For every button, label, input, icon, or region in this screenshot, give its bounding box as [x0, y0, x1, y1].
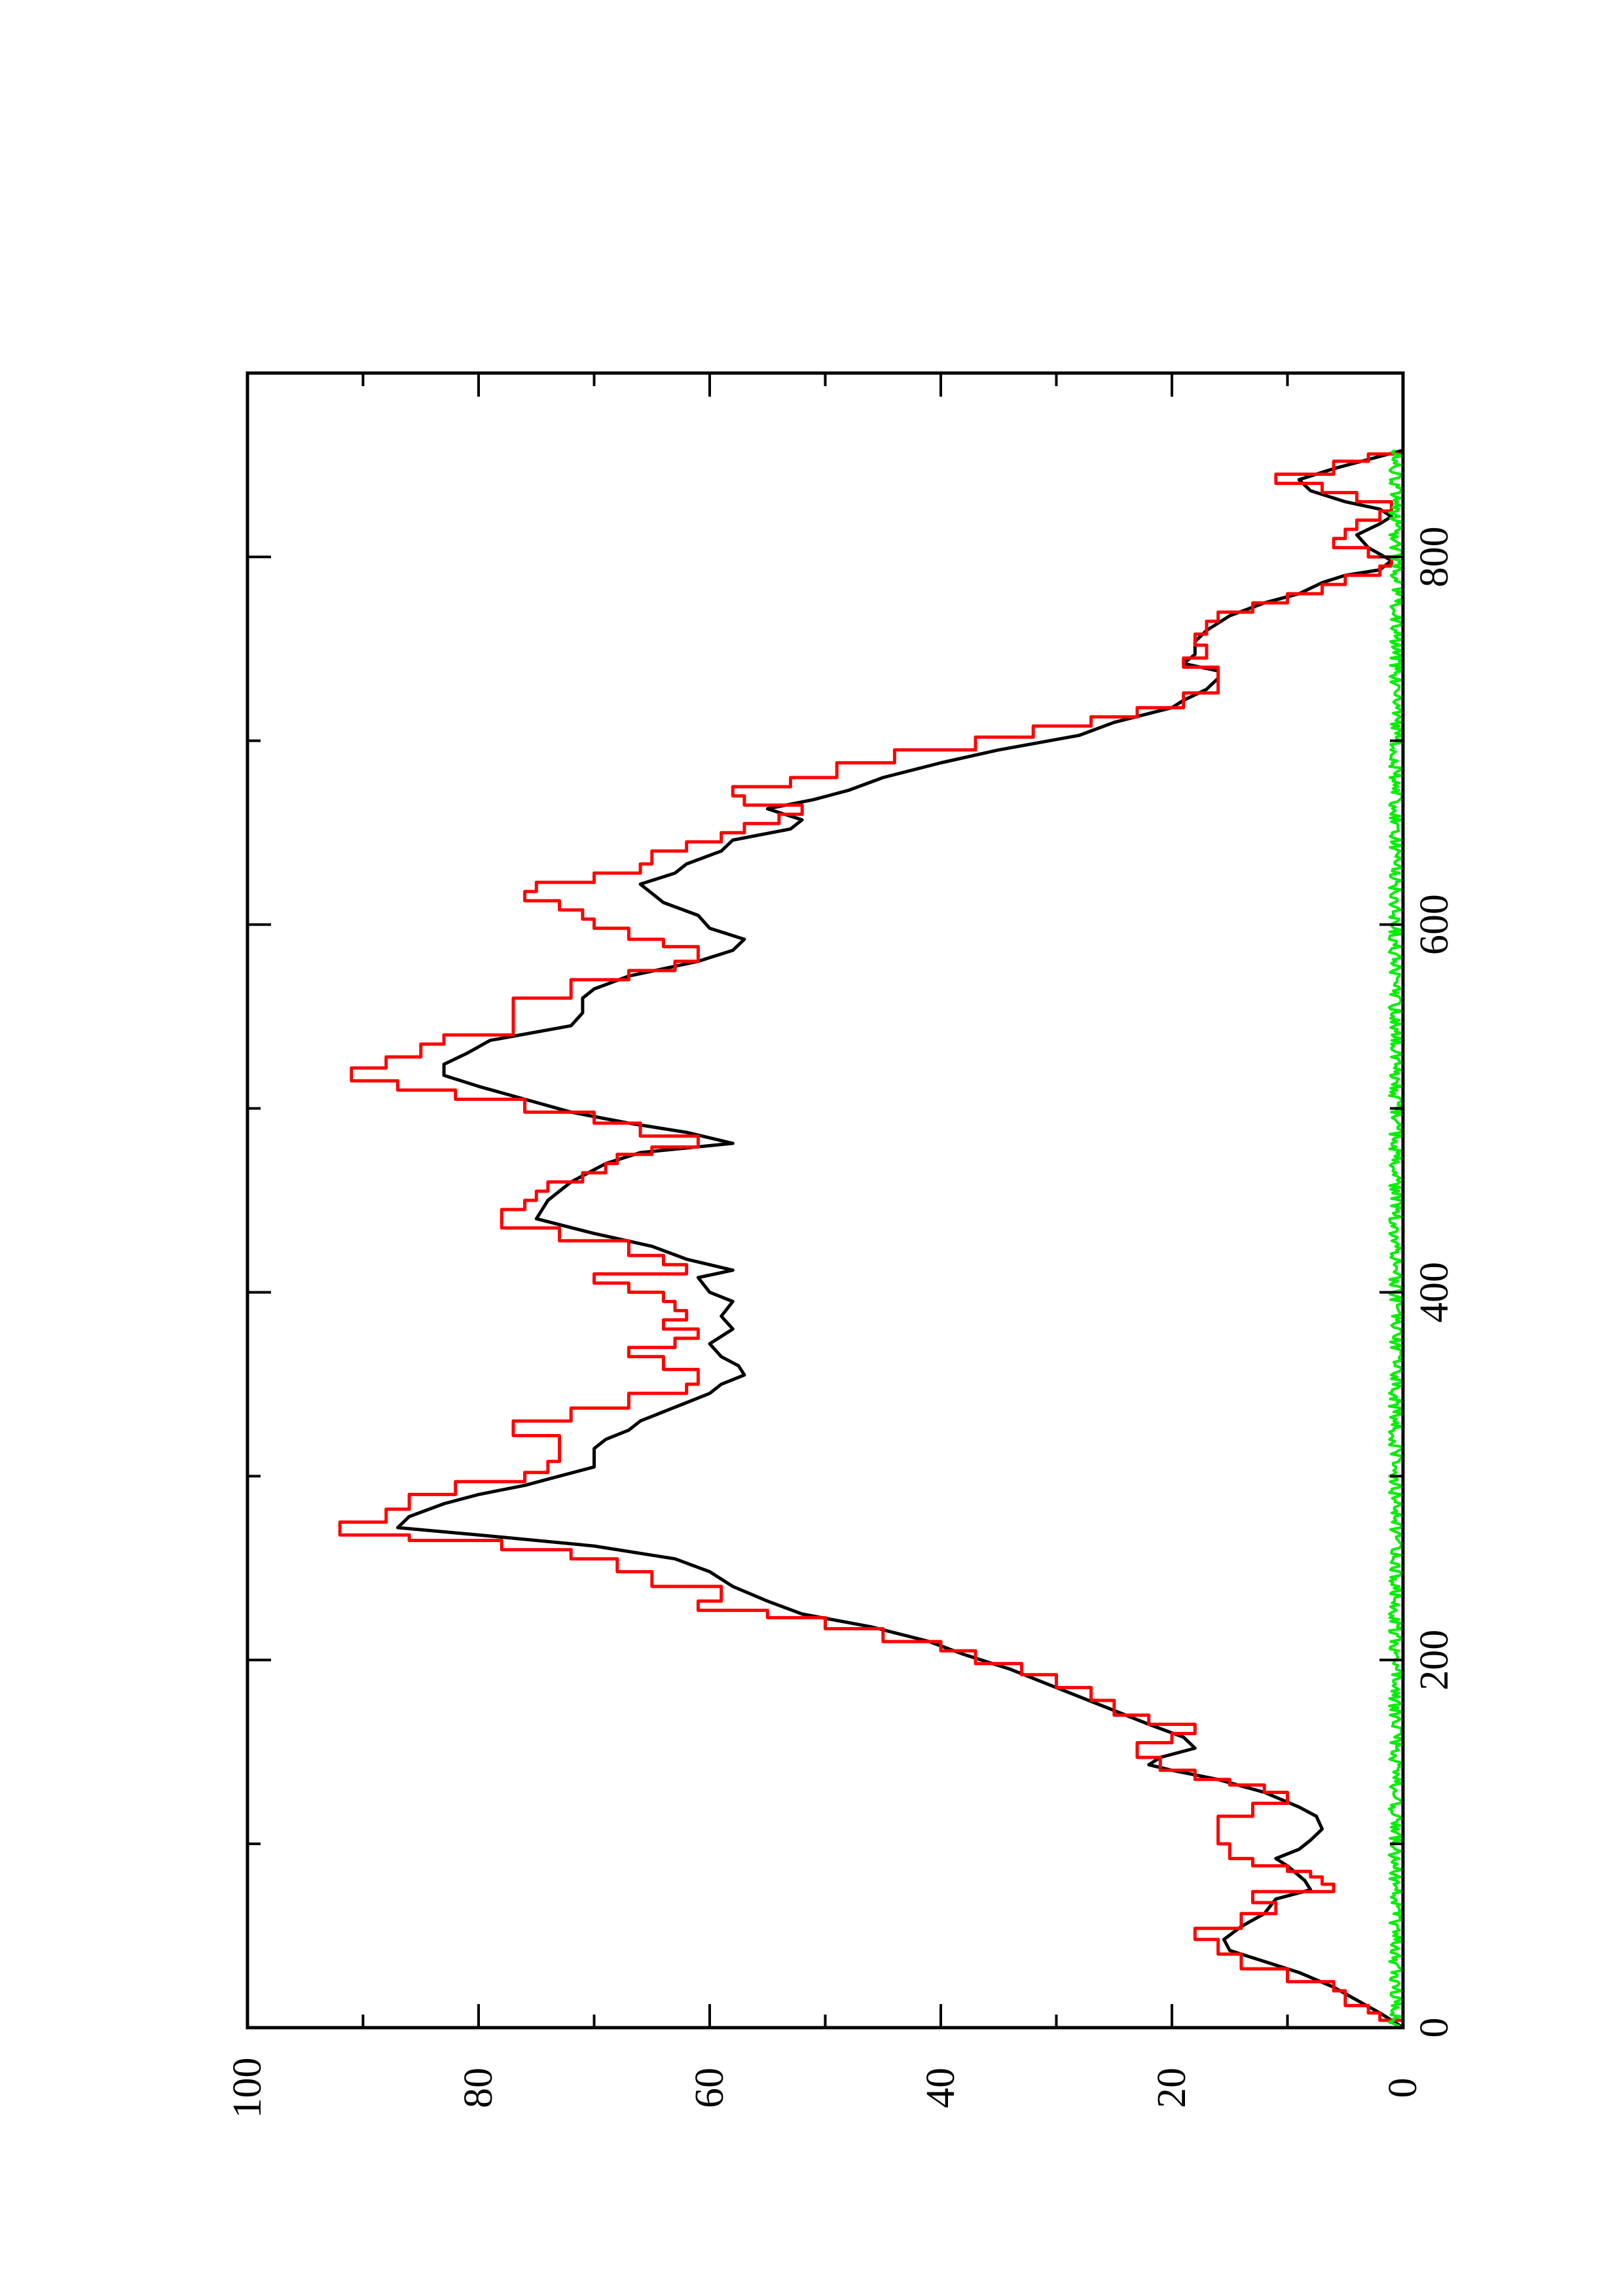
y-tick-label: 20	[1150, 2068, 1194, 2108]
x-tick-label: 200	[1412, 1630, 1457, 1691]
y-tick-label: 80	[456, 2068, 501, 2108]
axes: 0 200 400 600 800 0 20 40 60 80 100	[225, 371, 1457, 2119]
x-tick-label: 800	[1412, 526, 1457, 587]
x-tick-label: 600	[1412, 894, 1457, 955]
series-line-3	[1387, 449, 1404, 2029]
x-tick-label: 400	[1412, 1262, 1457, 1323]
x-tick-label: 0	[1412, 2018, 1457, 2038]
series-line-2	[338, 452, 1405, 2028]
plot-area	[338, 448, 1405, 2030]
y-tick-label: 100	[225, 2058, 270, 2119]
y-tick-label: 40	[919, 2068, 963, 2108]
y-tick-label: 0	[1381, 2078, 1425, 2098]
y-tick-label: 60	[687, 2068, 732, 2108]
series-line-1	[396, 448, 1404, 2030]
